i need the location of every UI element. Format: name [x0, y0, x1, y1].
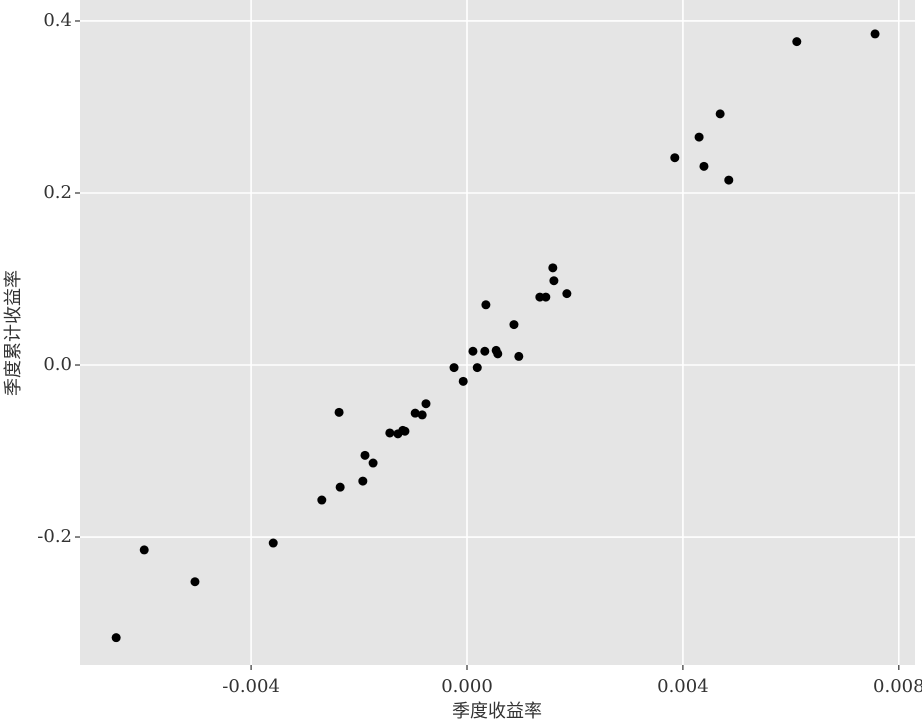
point — [481, 300, 491, 310]
point — [480, 346, 490, 356]
point — [190, 577, 200, 587]
y-tick-label: 0.0 — [43, 354, 72, 375]
point — [493, 349, 503, 359]
point — [468, 346, 478, 356]
x-tick-label: -0.004 — [222, 676, 280, 697]
point — [334, 407, 344, 417]
point — [385, 428, 395, 438]
point — [360, 450, 370, 460]
point — [549, 276, 559, 286]
point — [562, 289, 572, 299]
point — [410, 408, 420, 418]
point — [421, 399, 431, 409]
point — [715, 109, 725, 119]
point — [870, 29, 880, 39]
point — [358, 476, 368, 486]
x-tick-label: 0.000 — [441, 676, 493, 697]
plot-background — [80, 0, 915, 665]
point — [368, 458, 378, 468]
point — [417, 410, 427, 420]
point — [268, 538, 278, 548]
y-tick-label: 0.4 — [43, 10, 72, 31]
point — [548, 263, 558, 273]
x-axis-title: 季度收益率 — [452, 701, 542, 722]
point — [111, 633, 121, 643]
point — [335, 482, 345, 492]
point — [139, 545, 149, 555]
point — [449, 363, 459, 373]
point — [724, 175, 734, 185]
x-tick-label: 0.008 — [873, 676, 922, 697]
point — [317, 495, 327, 505]
point — [541, 292, 551, 302]
point — [670, 153, 680, 163]
point — [514, 351, 524, 361]
point — [699, 161, 709, 171]
point — [694, 132, 704, 142]
point — [472, 363, 482, 373]
y-axis-title: 季度累计收益率 — [3, 270, 24, 396]
point — [458, 376, 468, 386]
point — [400, 426, 410, 436]
y-tick-label: 0.2 — [43, 182, 72, 203]
point — [509, 320, 519, 330]
x-tick-label: 0.004 — [657, 676, 709, 697]
y-tick-label: -0.2 — [37, 526, 72, 547]
point — [792, 37, 802, 47]
